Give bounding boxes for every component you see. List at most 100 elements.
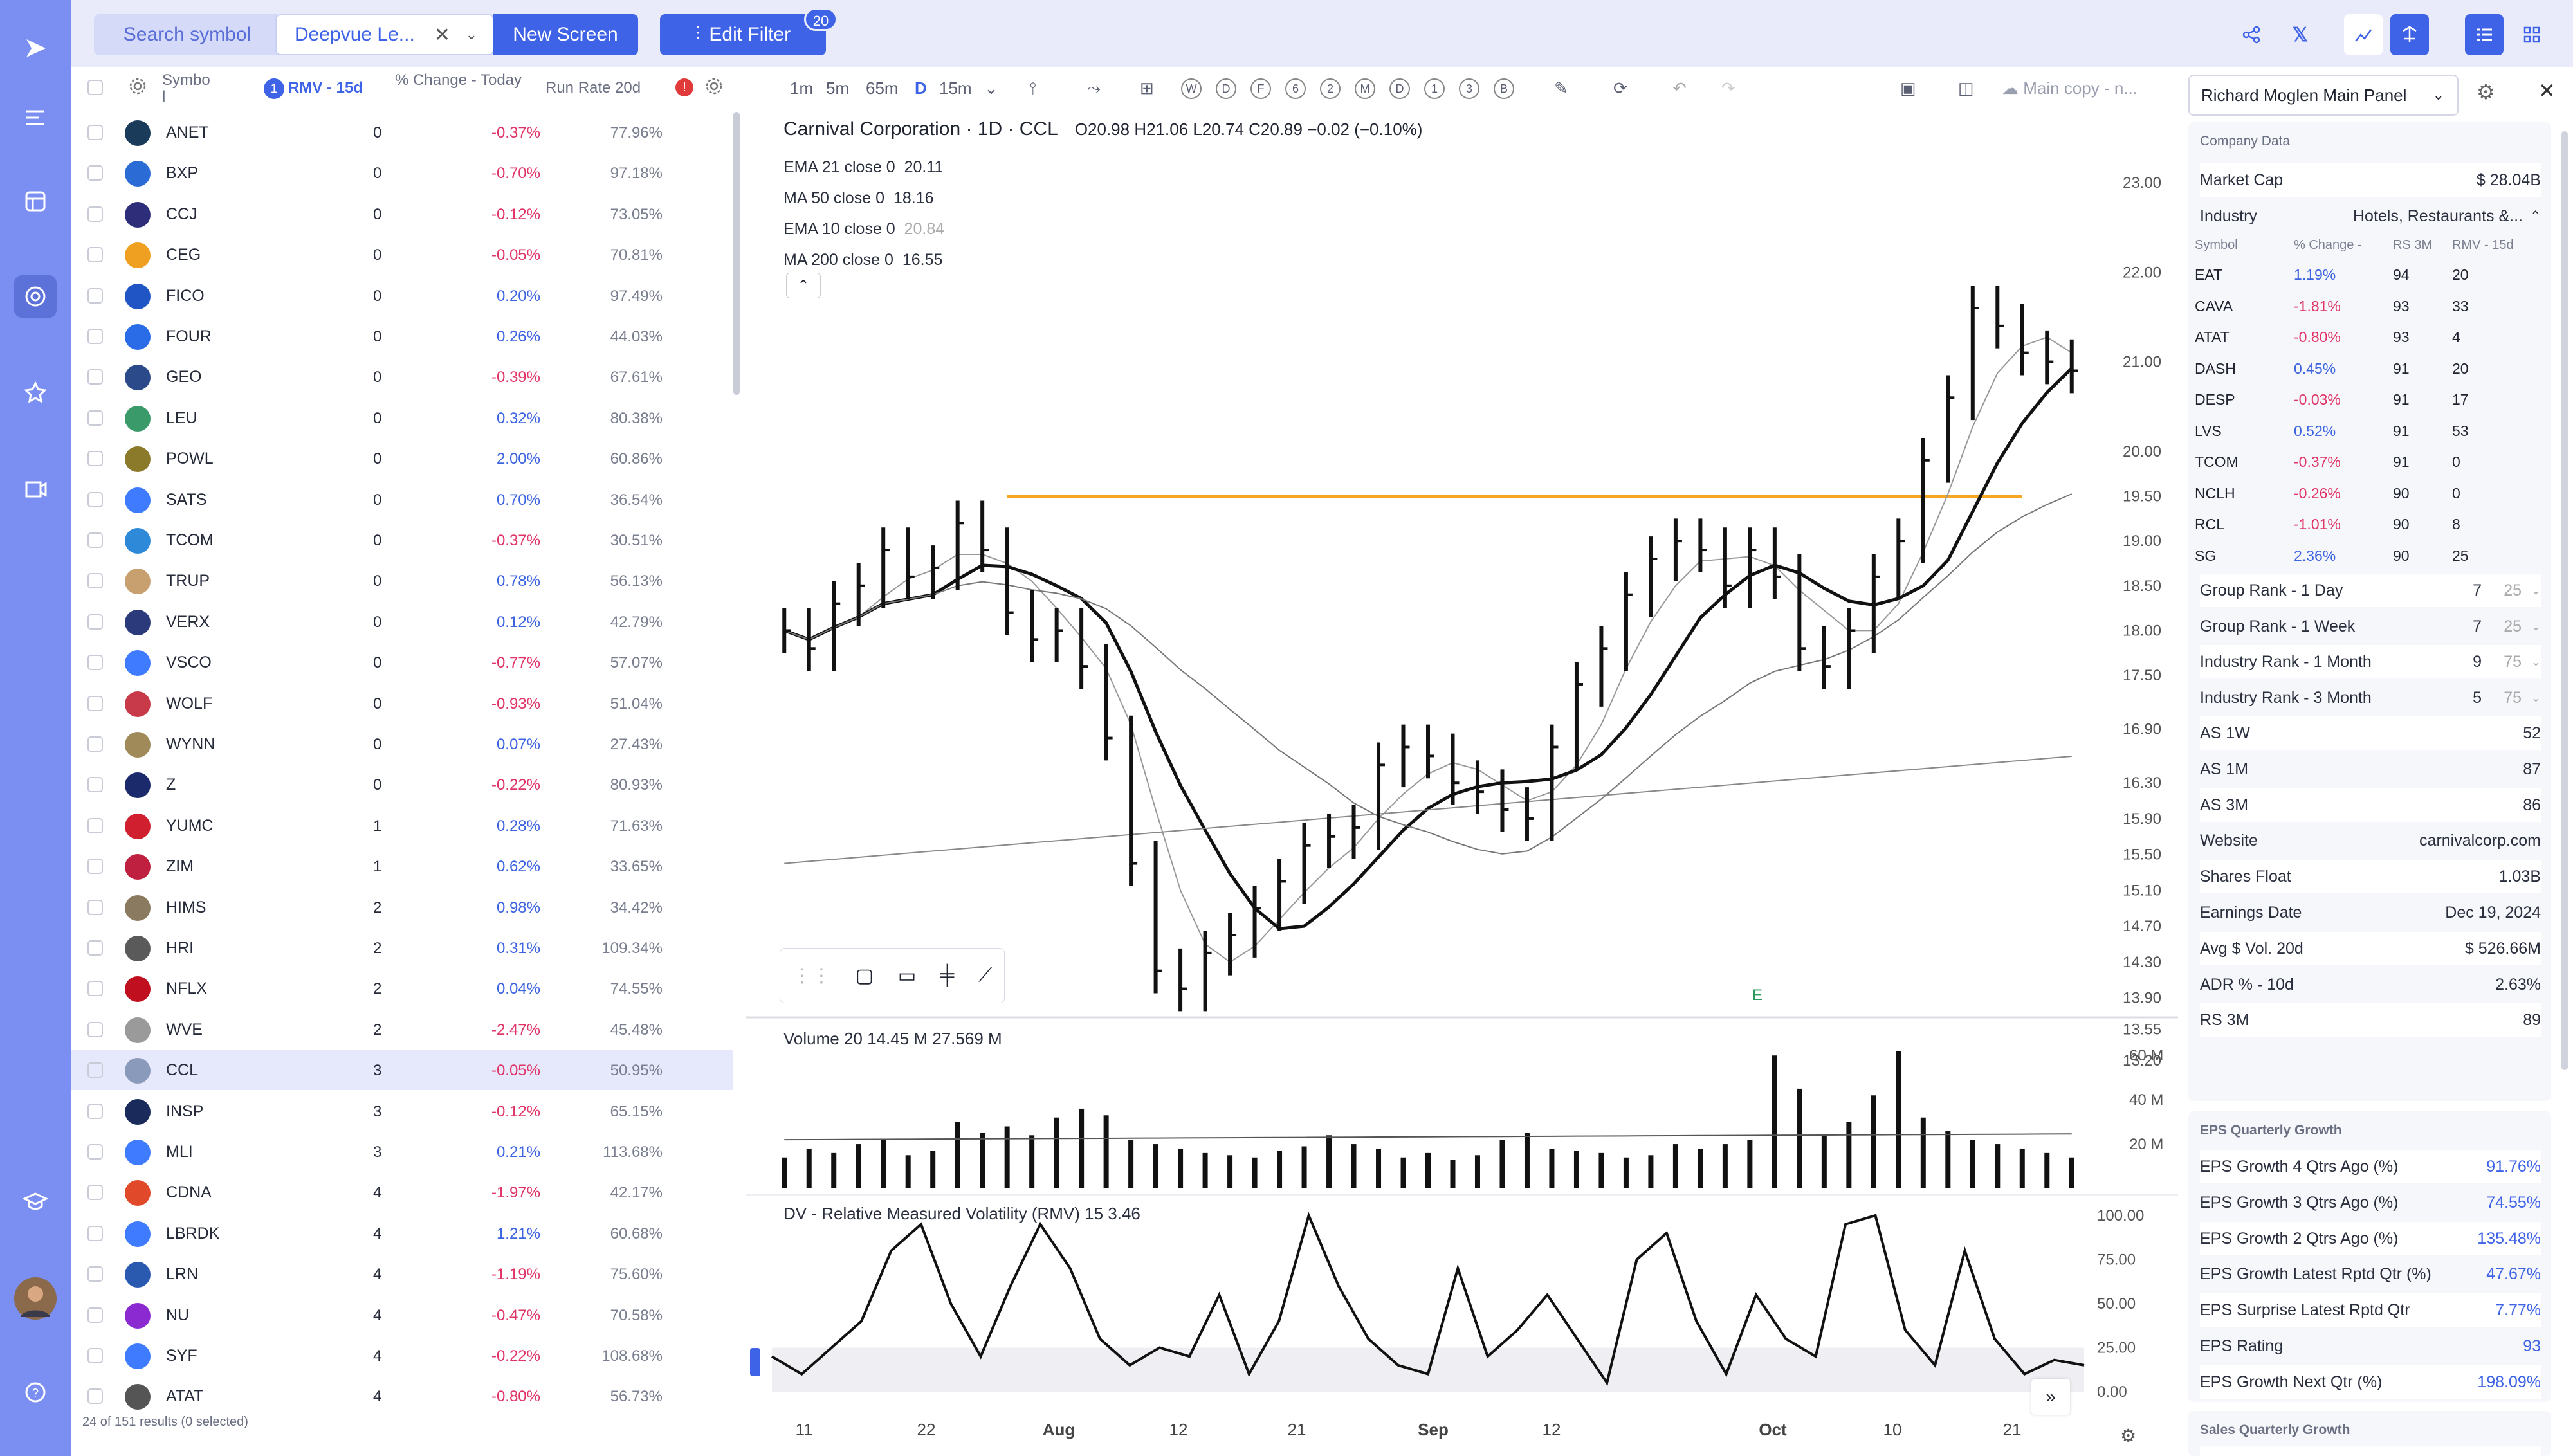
row-checkbox[interactable]	[87, 777, 103, 793]
w-button[interactable]: W	[1181, 78, 1202, 99]
help-icon[interactable]: ?	[14, 1371, 57, 1414]
tf-daily[interactable]: D	[915, 78, 927, 98]
row-checkbox[interactable]	[87, 614, 103, 630]
table-row[interactable]: LEU 0 0.32% 80.38%	[71, 397, 733, 438]
row-checkbox[interactable]	[87, 1307, 103, 1323]
b-button[interactable]: B	[1494, 78, 1514, 99]
table-row[interactable]: WVE 2 -2.47% 45.48%	[71, 1009, 733, 1050]
peer-row[interactable]: DASH 0.45% 91 20	[2195, 354, 2542, 383]
symbol-cell[interactable]: NU	[166, 1306, 190, 1324]
table-row[interactable]: FOUR 0 0.26% 44.03%	[71, 316, 733, 356]
symbol-cell[interactable]: ATAT	[166, 1387, 204, 1406]
row-checkbox[interactable]	[87, 125, 103, 140]
table-row[interactable]: CDNA 4 -1.97% 42.17%	[71, 1172, 733, 1212]
table-row[interactable]: CCJ 0 -0.12% 73.05%	[71, 194, 733, 234]
screener-icon[interactable]	[14, 275, 57, 318]
peer-row[interactable]: ATAT -0.80% 93 4	[2195, 322, 2542, 352]
row-checkbox[interactable]	[87, 981, 103, 997]
edit-filter-button[interactable]: ⫶ Edit Filter	[660, 14, 826, 55]
m-button[interactable]: M	[1355, 78, 1375, 99]
stat-value[interactable]: carnivalcorp.com	[2419, 832, 2541, 850]
logo-icon[interactable]	[14, 27, 57, 69]
runrate-header[interactable]: Run Rate 20d	[545, 79, 641, 96]
panel-select[interactable]: Richard Moglen Main Panel ⌄	[2188, 75, 2459, 116]
new-screen-button[interactable]: New Screen	[493, 14, 638, 55]
row-checkbox[interactable]	[87, 1388, 103, 1405]
table-row[interactable]: MLI 3 0.21% 113.68%	[71, 1131, 733, 1172]
layout-name[interactable]: ☁ Main copy - n...	[2002, 78, 2138, 98]
symbol-cell[interactable]: ZIM	[166, 857, 194, 876]
symbol-cell[interactable]: LEU	[166, 408, 197, 427]
panel-settings-icon[interactable]: ⚙	[2477, 80, 2495, 104]
legend-ema10[interactable]: EMA 10 close 0 20.84	[783, 214, 944, 244]
candle-tool-icon[interactable]: ╪	[940, 965, 955, 986]
symbol-cell[interactable]: TCOM	[166, 531, 214, 549]
table-row[interactable]: GEO 0 -0.39% 67.61%	[71, 356, 733, 397]
settings-icon[interactable]	[129, 77, 147, 122]
rank-row[interactable]: Industry Rank - 1 Month 9 75 ⌄	[2200, 645, 2541, 678]
symbol-cell[interactable]: VSCO	[166, 653, 212, 672]
symbol-header[interactable]: Symbo l	[162, 71, 210, 105]
symbol-cell[interactable]: CCJ	[166, 205, 197, 223]
symbol-cell[interactable]: POWL	[166, 450, 214, 468]
star-icon[interactable]	[14, 372, 57, 414]
table-row[interactable]: YUMC 1 0.28% 71.63%	[71, 805, 733, 846]
table-row[interactable]: LBRDK 4 1.21% 60.68%	[71, 1213, 733, 1253]
row-checkbox[interactable]	[87, 1062, 103, 1078]
rank-row[interactable]: Group Rank - 1 Day 7 25 ⌄	[2200, 574, 2541, 607]
symbol-cell[interactable]: HRI	[166, 939, 194, 957]
chart-view-icon[interactable]	[2344, 14, 2383, 55]
table-row[interactable]: ANET 0 -0.37% 77.96%	[71, 112, 733, 152]
share-icon[interactable]	[2232, 14, 2271, 55]
symbol-cell[interactable]: LRN	[166, 1265, 199, 1284]
table-row[interactable]: SATS 0 0.70% 36.54%	[71, 479, 733, 520]
redo-icon[interactable]: ↷	[1721, 78, 1735, 98]
peer-row[interactable]: DESP -0.03% 91 17	[2195, 385, 2542, 414]
row-checkbox[interactable]	[87, 1225, 103, 1241]
symbol-cell[interactable]: CCL	[166, 1061, 199, 1080]
pane-handle[interactable]	[750, 1348, 760, 1376]
symbol-cell[interactable]: CEG	[166, 246, 201, 264]
row-checkbox[interactable]	[87, 940, 103, 956]
symbol-cell[interactable]: INSP	[166, 1102, 204, 1120]
tf-1m[interactable]: 1m	[790, 78, 814, 98]
d-button[interactable]: D	[1216, 78, 1236, 99]
symbol-cell[interactable]: Z	[166, 776, 176, 794]
f-button[interactable]: F	[1250, 78, 1271, 99]
symbol-cell[interactable]: MLI	[166, 1143, 193, 1161]
calendar-icon[interactable]: ▣	[1900, 78, 1916, 98]
symbol-cell[interactable]: CDNA	[166, 1183, 212, 1202]
row-checkbox[interactable]	[87, 1348, 103, 1363]
row-checkbox[interactable]	[87, 287, 103, 304]
table-row[interactable]: WOLF 0 -0.93% 51.04%	[71, 683, 733, 723]
table-row[interactable]: TCOM 0 -0.37% 30.51%	[71, 520, 733, 560]
layout-icon[interactable]	[14, 180, 57, 223]
table-row[interactable]: NFLX 2 0.04% 74.55%	[71, 968, 733, 1008]
row-checkbox[interactable]	[87, 532, 103, 548]
table-row[interactable]: SYF 4 -0.22% 108.68%	[71, 1335, 733, 1376]
legend-ma50[interactable]: MA 50 close 0 18.16	[783, 183, 944, 214]
symbol-cell[interactable]: WYNN	[166, 735, 215, 753]
table-row[interactable]: HRI 2 0.31% 109.34%	[71, 927, 733, 968]
table-row[interactable]: INSP 3 -0.12% 65.15%	[71, 1091, 733, 1131]
compare-icon[interactable]: ⤳	[1087, 78, 1101, 98]
symbol-cell[interactable]: WVE	[166, 1020, 203, 1039]
legend-ma200[interactable]: MA 200 close 0 16.55	[783, 244, 944, 275]
table-row[interactable]: Z 0 -0.22% 80.93%	[71, 764, 733, 805]
peer-row[interactable]: CAVA -1.81% 93 33	[2195, 291, 2542, 321]
chevron-down-icon[interactable]: ⌄	[465, 26, 477, 42]
row-checkbox[interactable]	[87, 736, 103, 752]
row-checkbox[interactable]	[87, 369, 103, 385]
three-button[interactable]: 3	[1459, 78, 1479, 99]
refresh-icon[interactable]: ⟳	[1613, 78, 1627, 98]
peer-row[interactable]: EAT 1.19% 94 20	[2195, 260, 2542, 289]
screen-select[interactable]: Deepvue Le... ✕ ⌄	[275, 14, 494, 55]
pencil-icon[interactable]: ✎	[1554, 78, 1568, 98]
table-row[interactable]: ATAT 4 -0.80% 56.73%	[71, 1376, 733, 1416]
symbol-cell[interactable]: ANET	[166, 123, 209, 141]
peer-row[interactable]: SG 2.36% 90 25	[2195, 541, 2542, 570]
scroll-right-button[interactable]: »	[2031, 1379, 2070, 1415]
collapse-legend-button[interactable]: ⌃	[786, 273, 821, 298]
row-checkbox[interactable]	[87, 247, 103, 263]
symbol-cell[interactable]: BXP	[166, 164, 199, 183]
